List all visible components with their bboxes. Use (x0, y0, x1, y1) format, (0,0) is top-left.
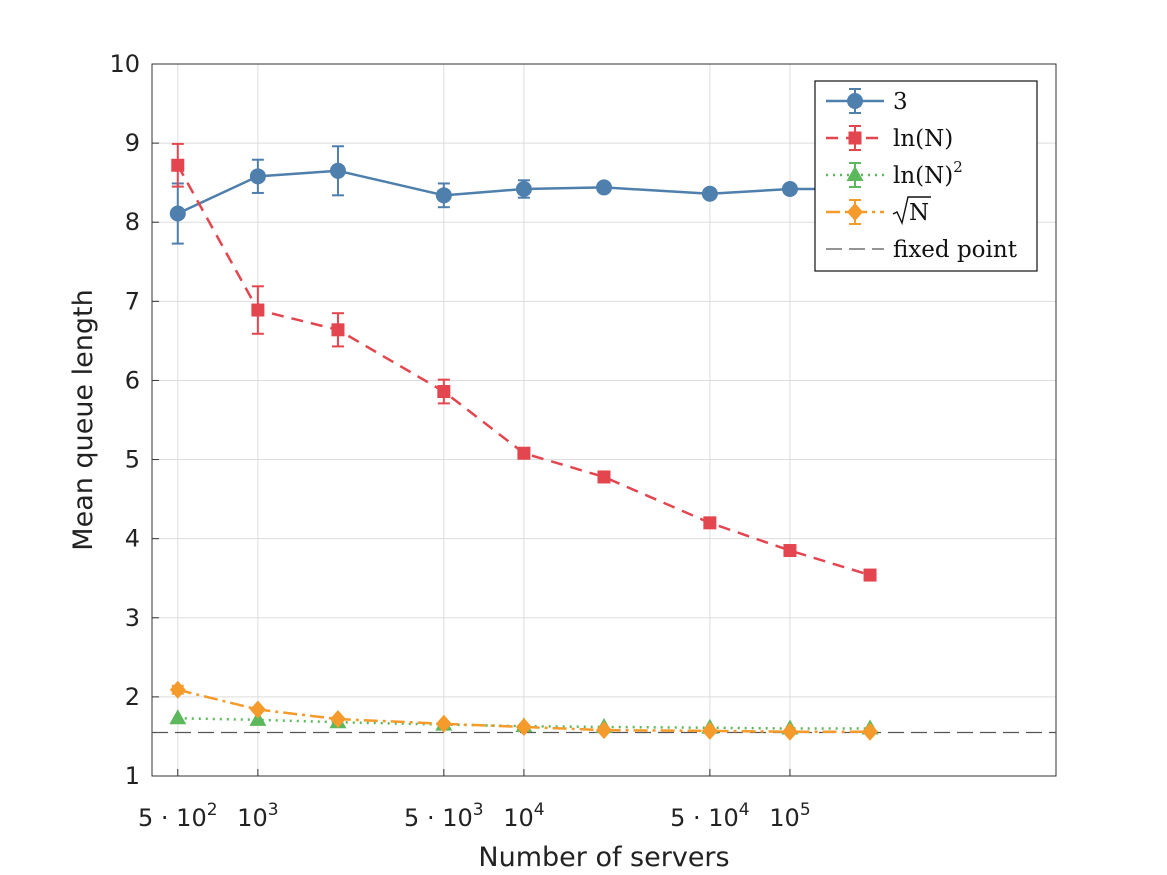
y-tick-label: 9 (125, 129, 140, 157)
data-point (701, 185, 718, 202)
data-point (517, 446, 531, 460)
data-point (597, 470, 611, 484)
data-point (251, 303, 265, 317)
data-point (169, 680, 186, 699)
x-tick-label: 104 (503, 800, 544, 832)
data-point (435, 714, 452, 733)
data-point (596, 721, 612, 740)
legend-label: fixed point (893, 237, 1018, 263)
legend-marker (848, 131, 862, 145)
legend-marker (846, 166, 864, 181)
legend-entry-3: N (826, 196, 931, 226)
data-point (437, 385, 451, 399)
plot-area-frame (151, 63, 1057, 777)
x-tick-label: 5 · 104 (670, 800, 750, 832)
legend-entry-4: fixed point (826, 237, 1018, 263)
legend-entry-2: ln(N)2 (826, 158, 963, 189)
legend-label: N (909, 200, 929, 226)
series-line (177, 688, 871, 733)
y-tick-label: 6 (125, 366, 140, 394)
data-point (863, 568, 877, 582)
x-axis-title: Number of servers (478, 842, 729, 873)
x-tick-label: 5 · 102 (138, 800, 218, 832)
legend-marker (847, 203, 863, 221)
data-point (169, 709, 187, 725)
legend-entry-0: 3 (826, 88, 908, 115)
x-tick-label: 5 · 103 (404, 800, 484, 832)
data-point (515, 180, 532, 197)
data-point (596, 179, 612, 196)
legend-label: 3 (893, 89, 908, 115)
y-axis-title: Mean queue length (68, 289, 99, 550)
y-tick-label: 1 (125, 762, 140, 790)
y-tick-label: 10 (109, 50, 140, 78)
legend-entry-1: ln(N) (826, 125, 953, 152)
data-point (329, 710, 346, 729)
y-tick-labels: 1 2 3 4 5 6 7 8 9 10 (109, 50, 140, 790)
data-point (781, 180, 798, 197)
legend-sqrt-sign (892, 196, 931, 226)
series-1 (171, 142, 877, 582)
data-point (171, 158, 185, 172)
series-3 (169, 680, 879, 741)
legend-marker (847, 93, 863, 109)
y-tick-label: 7 (125, 287, 140, 315)
data-point (329, 162, 346, 179)
legend-label: ln(N)2 (893, 158, 963, 189)
data-point (249, 700, 266, 719)
y-tick-label: 2 (125, 683, 140, 711)
data-point (862, 722, 879, 741)
y-tick-label: 4 (125, 525, 140, 553)
data-point (169, 205, 186, 222)
data-point (331, 323, 345, 337)
x-tick-label: 105 (769, 800, 810, 832)
legend-label: ln(N) (893, 126, 953, 152)
series-line (177, 716, 871, 730)
series-layer (169, 142, 879, 741)
y-tick-label: 8 (125, 208, 140, 236)
data-point (703, 516, 717, 530)
y-tick-label: 3 (125, 604, 140, 632)
data-point (781, 722, 798, 741)
x-tick-label: 103 (237, 800, 278, 832)
data-point (515, 717, 532, 736)
y-tick-label: 5 (125, 446, 140, 474)
data-point (435, 187, 452, 204)
data-point (701, 721, 718, 740)
data-point (783, 544, 797, 558)
x-tick-labels: 5 · 102 103 5 · 103 104 5 · 104 105 (138, 800, 811, 832)
data-point (249, 168, 266, 185)
